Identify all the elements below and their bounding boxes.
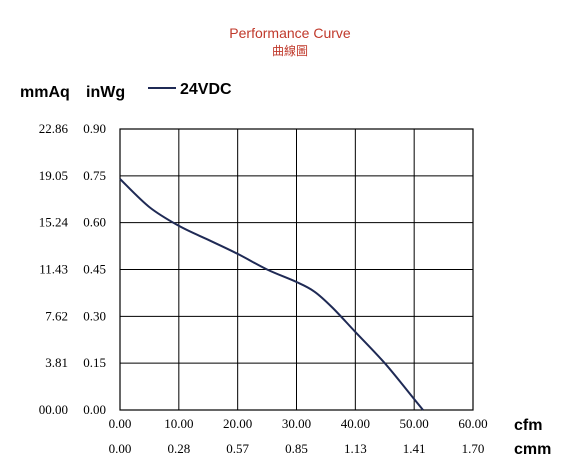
y-tick-label-secondary: 7.62: [45, 308, 68, 323]
plot-frame: [119, 128, 474, 411]
y-tick-label: 0.60: [83, 215, 106, 230]
y-tick-label: 0.00: [83, 402, 106, 417]
x-tick-label-secondary: 0.28: [167, 441, 190, 456]
x-tick-label: 30.00: [282, 416, 311, 431]
legend-label: 24VDC: [180, 81, 232, 98]
y-tick-label-secondary: 15.24: [39, 215, 69, 230]
axis-ticks: 0.000.0010.000.2820.000.5730.000.8540.00…: [39, 121, 488, 456]
grid-lines: [120, 129, 473, 410]
y-tick-label: 0.15: [83, 355, 106, 370]
x-tick-label: 10.00: [164, 416, 193, 431]
y-tick-label-secondary: 00.00: [39, 402, 68, 417]
y-tick-label: 0.45: [83, 262, 106, 277]
x-tick-label: 60.00: [458, 416, 487, 431]
x-tick-label: 40.00: [341, 416, 370, 431]
x-axis-secondary-label: cmm: [514, 441, 551, 458]
y-tick-label: 0.75: [83, 168, 106, 183]
chart-subtitle: 曲線圖: [272, 43, 308, 58]
x-tick-label-secondary: 1.70: [462, 441, 485, 456]
series-line-24vdc: [119, 178, 424, 411]
y-tick-label: 0.30: [83, 308, 106, 323]
chart-title: Performance Curve: [229, 25, 351, 41]
y-axis-secondary-label: inWg: [86, 84, 125, 101]
y-axis-primary-label: mmAq: [20, 84, 70, 101]
y-tick-label-secondary: 11.43: [39, 262, 68, 277]
x-tick-label: 50.00: [400, 416, 429, 431]
x-tick-label-secondary: 0.57: [226, 441, 249, 456]
y-tick-label-secondary: 3.81: [45, 355, 68, 370]
y-tick-label-secondary: 22.86: [39, 121, 69, 136]
x-tick-label-secondary: 1.13: [344, 441, 367, 456]
x-tick-label-secondary: 0.00: [109, 441, 132, 456]
x-tick-label-secondary: 0.85: [285, 441, 308, 456]
y-tick-label-secondary: 19.05: [39, 168, 68, 183]
x-axis-primary-label: cfm: [514, 417, 542, 434]
x-tick-label-secondary: 1.41: [403, 441, 426, 456]
x-tick-label: 0.00: [109, 416, 132, 431]
x-tick-label: 20.00: [223, 416, 252, 431]
y-tick-label: 0.90: [83, 121, 106, 136]
